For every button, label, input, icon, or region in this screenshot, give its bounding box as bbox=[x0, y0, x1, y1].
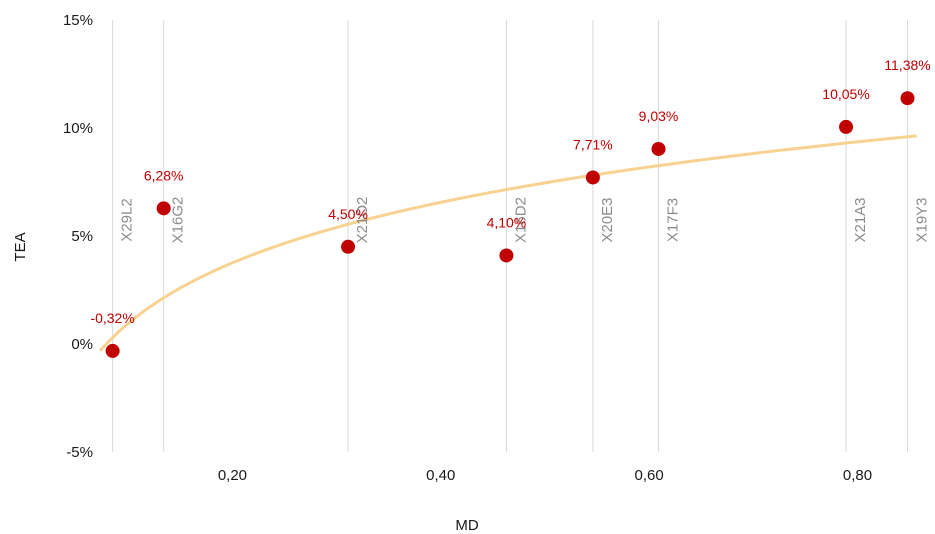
data-point-x21o2 bbox=[341, 239, 356, 254]
data-point-x16d2 bbox=[499, 248, 514, 263]
tick-labels: -5% 0% 5% 10% 15% 0,20 0,40 0,60 0,80 bbox=[63, 12, 872, 484]
x-tick-label: 0,40 bbox=[426, 467, 455, 484]
data-label-x20e3: 7,71% bbox=[573, 136, 613, 152]
trendline-group bbox=[99, 134, 918, 352]
category-label-x21o2: X21O2 bbox=[354, 197, 371, 244]
y-tick-label: 5% bbox=[71, 228, 93, 245]
data-label-x21o2: 4,50% bbox=[328, 206, 368, 222]
x-tick-label: 0,20 bbox=[218, 467, 247, 484]
data-label-x17f3: 9,03% bbox=[639, 108, 679, 124]
data-labels: -0,32% 6,28% 4,50% 4,10% 7,71% 9,03% 10,05% 11,… bbox=[90, 57, 930, 326]
data-label-x16d2: 4,10% bbox=[487, 214, 527, 230]
y-axis-title: TEA bbox=[12, 232, 29, 261]
data-point-x20e3 bbox=[585, 170, 600, 185]
category-label-x16d2: X16D2 bbox=[512, 197, 529, 243]
data-label-x19y3: 11,38% bbox=[884, 57, 930, 73]
x-tick-label: 0,60 bbox=[635, 467, 664, 484]
category-label-x21a3: X21A3 bbox=[852, 197, 869, 242]
y-tick-label: 0% bbox=[71, 336, 93, 353]
data-points bbox=[105, 91, 915, 358]
trendline bbox=[99, 134, 918, 352]
data-label-x29l2: -0,32% bbox=[90, 310, 134, 326]
category-label-x29l2: X29L2 bbox=[119, 198, 136, 241]
y-tick-label: 10% bbox=[63, 120, 93, 137]
category-label-x19y3: X19Y3 bbox=[914, 197, 931, 242]
category-labels: X29L2 X16G2 X21O2 X16D2 X20E3 X17F3 X21A3 X19Y3 bbox=[119, 197, 931, 244]
category-label-x17f3: X17F3 bbox=[665, 198, 682, 242]
gridlines bbox=[112, 20, 908, 452]
category-label-x20e3: X20E3 bbox=[599, 197, 616, 242]
data-point-x21a3 bbox=[839, 119, 854, 134]
category-label-x16g2: X16G2 bbox=[170, 197, 187, 244]
y-tick-label: -5% bbox=[66, 444, 93, 461]
data-point-x16g2 bbox=[156, 201, 171, 216]
data-point-x29l2 bbox=[105, 343, 120, 358]
x-tick-label: 0,80 bbox=[843, 467, 872, 484]
data-label-x21a3: 10,05% bbox=[822, 86, 869, 102]
data-point-x17f3 bbox=[651, 141, 666, 156]
data-label-x16g2: 6,28% bbox=[144, 167, 184, 183]
x-axis-title: MD bbox=[455, 517, 478, 534]
data-point-x19y3 bbox=[900, 91, 915, 106]
y-tick-label: 15% bbox=[63, 12, 93, 29]
